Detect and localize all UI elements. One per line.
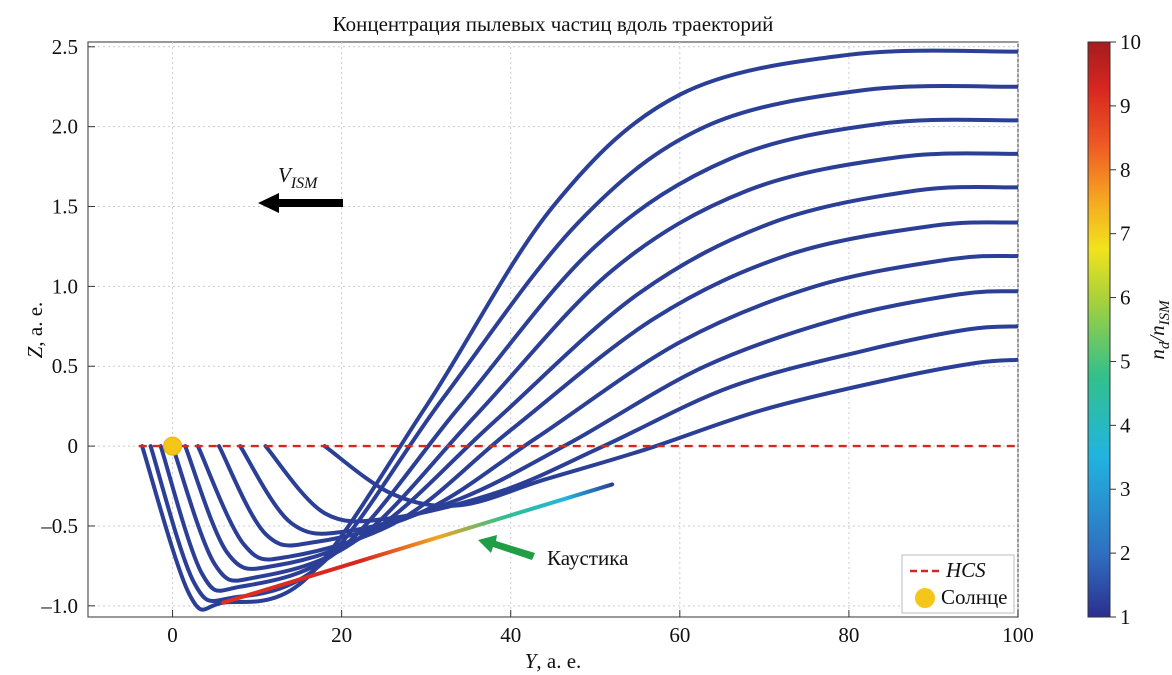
colorbar-tick-label: 8 xyxy=(1120,158,1131,182)
colorbar-tick-label: 6 xyxy=(1120,286,1131,310)
x-tick-label: 100 xyxy=(1002,623,1034,647)
x-tick-label: 40 xyxy=(500,623,521,647)
trajectory-line xyxy=(148,84,1018,603)
y-tick-label: 1.0 xyxy=(52,274,78,298)
trajectory-line xyxy=(238,289,1018,536)
y-axis-ticks: 2.5 2.0 1.5 1.0 0.5 0 –0.5 –1.0 xyxy=(40,35,95,618)
colorbar-tick-label: 3 xyxy=(1120,477,1131,501)
caustic-line xyxy=(221,482,615,605)
y-tick-label: –1.0 xyxy=(40,594,78,618)
x-tick-label: 20 xyxy=(331,623,352,647)
vism-annotation: VISM xyxy=(258,163,343,213)
legend-hcs-label: HCS xyxy=(945,558,986,582)
colorbar-tick-label: 10 xyxy=(1120,30,1141,54)
trajectory-line xyxy=(217,253,1018,548)
colorbar-tick-label: 7 xyxy=(1120,222,1131,246)
colorbar-tick-label: 5 xyxy=(1120,349,1131,373)
legend-sun-label: Солнце xyxy=(941,585,1008,609)
colorbar-tick-label: 9 xyxy=(1120,94,1131,118)
vism-arrow-icon xyxy=(258,193,343,213)
x-tick-label: 80 xyxy=(838,623,859,647)
colorbar-ticks: 1 2 3 4 5 6 7 8 9 10 xyxy=(1110,30,1141,629)
legend: HCS Солнце xyxy=(901,554,1015,614)
x-tick-label: 0 xyxy=(167,623,178,647)
sun-marker xyxy=(163,436,183,456)
caustic-annotation: Каустика xyxy=(478,535,629,570)
y-tick-label: 0.5 xyxy=(52,354,78,378)
caustic-arrow-icon xyxy=(478,535,535,560)
trajectory-line xyxy=(140,48,1018,612)
colorbar-tick-label: 2 xyxy=(1120,541,1131,565)
chart-title: Концентрация пылевых частиц вдоль траект… xyxy=(333,12,774,36)
x-axis-ticks: 0 20 40 60 80 100 xyxy=(167,610,1034,647)
trajectory-line xyxy=(170,151,1018,583)
colorbar-label: nd/nISM xyxy=(1145,299,1172,360)
y-tick-label: –0.5 xyxy=(40,514,78,538)
x-tick-label: 60 xyxy=(669,623,690,647)
x-axis-label: Y, а. е. xyxy=(525,649,582,673)
trajectory-line xyxy=(183,184,1018,571)
colorbar-tick-label: 1 xyxy=(1120,605,1131,629)
y-axis-label: Z, а. е. xyxy=(23,302,47,359)
colorbar-tick-label: 4 xyxy=(1120,413,1131,437)
legend-sun-swatch xyxy=(915,588,935,608)
colorbar-gradient xyxy=(1087,41,1111,618)
caustic-label: Каустика xyxy=(547,546,629,570)
y-tick-label: 0 xyxy=(68,434,79,458)
y-tick-label: 1.5 xyxy=(52,195,78,219)
colorbar: 1 2 3 4 5 6 7 8 9 10 nd/nISM xyxy=(1087,30,1172,629)
vism-label: VISM xyxy=(278,163,319,192)
trajectory-line xyxy=(158,117,1018,593)
trajectory-line xyxy=(195,220,1018,562)
y-tick-label: 2.5 xyxy=(52,35,78,59)
trajectory-line xyxy=(322,357,1018,508)
y-tick-label: 2.0 xyxy=(52,115,78,139)
